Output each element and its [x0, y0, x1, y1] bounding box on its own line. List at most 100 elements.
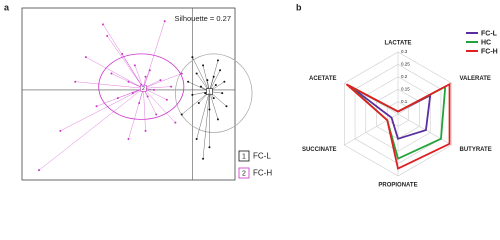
r-tick-label: 0.25	[401, 62, 410, 67]
legend-number: 2	[242, 170, 246, 177]
spider-line	[38, 88, 144, 171]
legend-label: FC-L	[253, 152, 271, 161]
centroid-label: 2	[142, 86, 145, 92]
spider-line	[143, 21, 165, 89]
category-label: LACTATE	[384, 41, 411, 47]
spider-line	[143, 88, 157, 115]
spider-line	[192, 57, 210, 92]
spider-line	[196, 91, 210, 140]
point	[110, 72, 113, 75]
point	[165, 98, 168, 101]
centroid-label: 1	[208, 89, 211, 95]
spider-line	[117, 88, 144, 99]
point	[101, 23, 104, 26]
point	[216, 59, 219, 62]
point	[187, 80, 190, 83]
point	[127, 138, 130, 141]
radar-axis	[344, 113, 399, 146]
radar-line	[345, 82, 451, 170]
point	[131, 92, 134, 95]
point	[174, 121, 177, 124]
spider-line	[128, 88, 144, 140]
spider-line	[102, 24, 144, 89]
panel-label: b	[296, 2, 302, 12]
point	[144, 75, 147, 78]
point	[121, 52, 124, 55]
point	[59, 129, 62, 132]
point	[116, 97, 119, 100]
spider-line	[85, 56, 144, 89]
plot-frame	[21, 7, 236, 181]
point	[202, 64, 205, 67]
point	[95, 105, 98, 108]
point	[84, 56, 87, 59]
category-label: PROPIONATE	[378, 183, 417, 189]
category-label: VALERATE	[459, 76, 490, 82]
point	[144, 129, 147, 132]
spider-line	[143, 86, 172, 89]
panel-label: a	[4, 2, 10, 12]
point	[191, 93, 194, 96]
r-tick-label: 0.3	[401, 49, 408, 54]
point	[216, 118, 219, 121]
point	[106, 34, 109, 37]
point	[208, 108, 211, 111]
point	[206, 79, 209, 82]
point	[197, 102, 200, 105]
spider-line	[143, 88, 176, 123]
point	[38, 169, 41, 172]
point	[195, 138, 198, 141]
point	[146, 95, 149, 98]
point	[208, 146, 211, 149]
r-tick-label: 0.15	[401, 86, 410, 91]
point	[163, 20, 166, 23]
cluster-ellipse	[98, 53, 185, 120]
point	[202, 157, 205, 160]
spider-line	[143, 88, 146, 131]
point	[225, 105, 228, 108]
point	[195, 72, 198, 75]
point	[221, 92, 224, 95]
radar-axis	[397, 113, 452, 146]
spider-line	[209, 91, 219, 120]
spider-line	[181, 91, 210, 115]
legend-number: 1	[242, 153, 246, 160]
point	[155, 113, 158, 116]
category-label: ACETATE	[309, 76, 336, 82]
point	[138, 102, 141, 105]
spider-line	[143, 73, 182, 89]
cluster-ellipse	[174, 53, 253, 133]
legend-label: FC-H	[481, 48, 498, 55]
legend-box	[238, 150, 250, 162]
point	[148, 69, 151, 72]
point	[212, 75, 215, 78]
spider-line	[60, 88, 144, 132]
spider-line	[202, 91, 210, 159]
point	[133, 64, 136, 67]
legend-label: HC	[481, 39, 491, 46]
spider-line	[188, 81, 210, 92]
point	[223, 80, 226, 83]
category-label: SUCCINATE	[302, 147, 337, 153]
point	[159, 79, 162, 82]
point	[180, 113, 183, 116]
figure: a 1 1 FC-L 2 2 FC-H Silhouette = 0.27 b 0.1 0.15 0.…	[4, 2, 498, 189]
point	[170, 85, 173, 88]
annotation: Silhouette = 0.27	[174, 14, 231, 23]
r-tick-label: 0.1	[401, 99, 408, 104]
point	[127, 80, 130, 83]
spider-line	[209, 70, 221, 92]
point	[204, 92, 207, 95]
point	[180, 72, 183, 75]
point	[214, 83, 217, 86]
legend-box	[238, 167, 250, 179]
point	[212, 97, 215, 100]
spider-line	[107, 35, 144, 89]
centroid-box	[206, 88, 213, 95]
point	[153, 88, 156, 91]
point	[219, 69, 222, 72]
point	[74, 80, 77, 83]
legend-label: FC-H	[253, 169, 272, 178]
r-tick-label: 0.2	[401, 74, 408, 79]
spider-line	[202, 65, 210, 92]
